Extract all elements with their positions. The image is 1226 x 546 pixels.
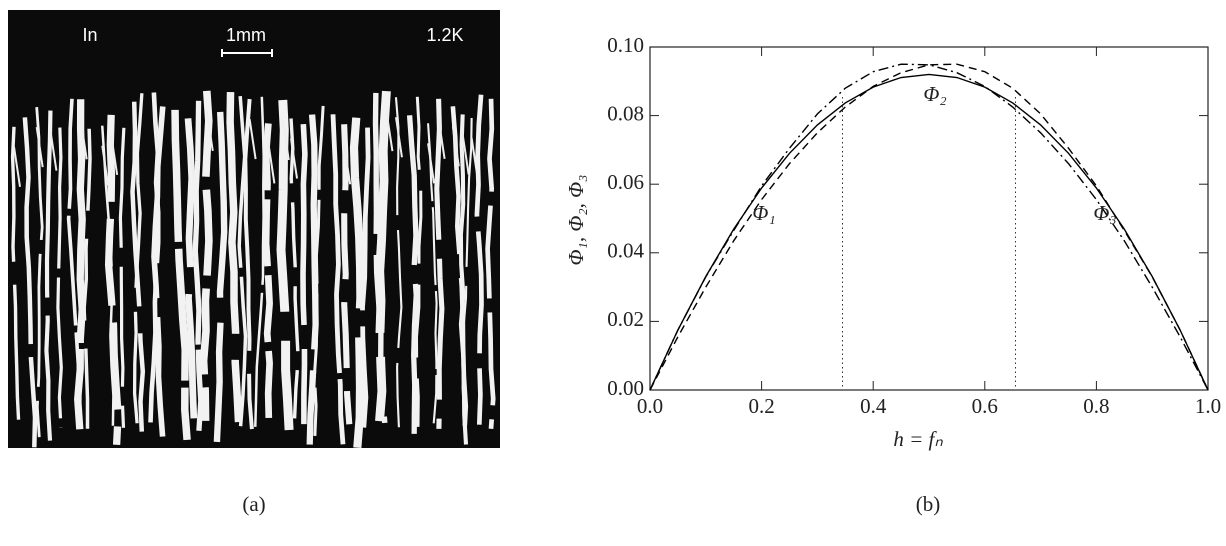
- streak: [35, 107, 44, 438]
- streak: [312, 105, 325, 436]
- streak-branch: [79, 119, 88, 160]
- streak: [394, 97, 403, 428]
- streak: [375, 90, 391, 422]
- streak: [276, 99, 294, 431]
- x-axis-label: h = fₙ: [893, 427, 943, 451]
- x-tick-label: 0.2: [748, 394, 774, 418]
- streak-branch: [385, 110, 394, 152]
- streak: [132, 93, 144, 424]
- streak: [151, 106, 166, 437]
- streak: [104, 114, 122, 446]
- streak-branch: [290, 138, 299, 179]
- image-label: In: [82, 25, 97, 45]
- streak: [360, 127, 371, 428]
- annotation: Φ₁: [752, 201, 775, 225]
- y-tick-label: 0.08: [607, 101, 644, 125]
- streak-branch: [101, 145, 110, 186]
- streak-branch: [35, 126, 44, 168]
- streak: [184, 118, 198, 419]
- streak-branch: [267, 143, 276, 184]
- curve: [649, 63, 1209, 391]
- x-tick-label: 0.8: [1083, 394, 1109, 418]
- streak: [414, 96, 423, 427]
- streak: [226, 92, 243, 423]
- streak: [434, 98, 445, 429]
- y-tick-label: 0.10: [607, 33, 644, 57]
- streak: [213, 111, 228, 443]
- streak: [461, 117, 473, 449]
- streak-branch: [461, 134, 470, 175]
- y-tick-label: 0.04: [607, 239, 644, 263]
- streak: [118, 127, 126, 428]
- streak: [56, 127, 63, 428]
- streak: [289, 118, 300, 419]
- caption: (b): [916, 492, 941, 516]
- micrograph-streaks: [10, 90, 496, 449]
- streak: [330, 114, 346, 445]
- curve: [649, 73, 1209, 391]
- streak: [82, 128, 92, 429]
- y-tick-label: 0.00: [607, 376, 644, 400]
- curve: [649, 63, 1209, 391]
- streak: [74, 99, 86, 430]
- streak-branch: [13, 146, 21, 187]
- streak: [199, 90, 213, 421]
- streak: [474, 94, 484, 425]
- micrograph-top: [8, 10, 500, 88]
- x-tick-label: 0.0: [637, 394, 663, 418]
- streak: [341, 124, 353, 425]
- y-tick-label: 0.02: [607, 307, 644, 331]
- streak-branch: [205, 110, 214, 152]
- plot-frame: [649, 46, 1209, 391]
- streak: [262, 123, 273, 424]
- streak-branch: [187, 138, 196, 179]
- streak-branch: [248, 118, 257, 160]
- streak: [300, 123, 308, 425]
- image-label: 1.2K: [426, 25, 463, 45]
- y-tick-label: 0.06: [607, 170, 644, 194]
- streak-branch: [408, 135, 417, 176]
- streak: [10, 126, 21, 427]
- streak-branch: [110, 134, 119, 176]
- streak: [22, 117, 38, 448]
- streak-branch: [394, 117, 403, 158]
- streak: [243, 98, 254, 430]
- streak: [458, 114, 469, 445]
- streak: [427, 123, 438, 424]
- x-tick-label: 0.4: [860, 394, 887, 418]
- streak: [44, 110, 53, 441]
- streak-branch: [437, 118, 446, 160]
- streak: [485, 98, 496, 429]
- annotation: Φ₃: [1093, 201, 1116, 225]
- streak-branch: [343, 144, 352, 185]
- streak-branch: [49, 130, 58, 171]
- x-tick-label: 0.6: [972, 394, 998, 418]
- streak-branch: [451, 126, 460, 167]
- streak-branch: [281, 119, 290, 161]
- streak: [171, 109, 191, 441]
- image-label: 1mm: [226, 25, 266, 45]
- x-tick-label: 1.0: [1195, 394, 1221, 418]
- streak: [406, 115, 419, 446]
- streak: [306, 114, 319, 445]
- y-axis-label: Φ₁, Φ₂, Φ₃: [564, 175, 588, 266]
- caption: (a): [242, 492, 265, 516]
- streak: [192, 100, 204, 431]
- streak-branch: [427, 143, 436, 184]
- streak: [349, 117, 365, 449]
- annotation: Φ₂: [923, 82, 946, 106]
